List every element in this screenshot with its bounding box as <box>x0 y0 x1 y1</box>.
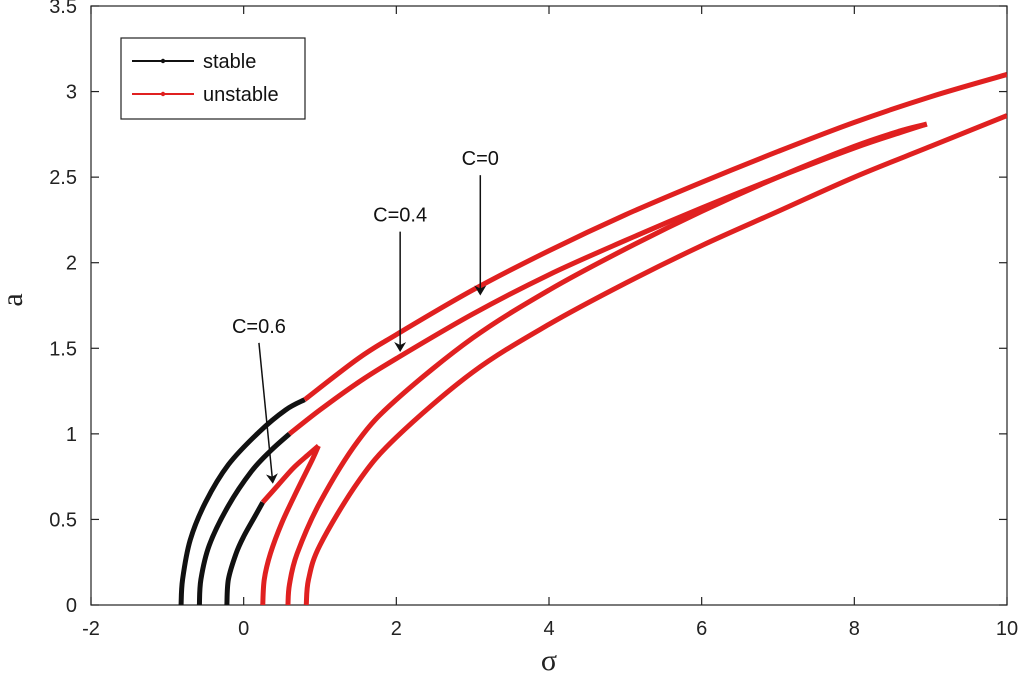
x-tick-label: 4 <box>543 618 554 640</box>
legend-unstable-label: unstable <box>203 84 279 106</box>
x-tick-label: 8 <box>849 618 860 640</box>
annotation-arrow-c-0-6 <box>258 342 278 484</box>
annotation-label-c-0-4: C=0.4 <box>373 205 427 227</box>
series-c-0-lower-branch-unstable <box>303 113 1007 605</box>
series-c-0-6-upper-branch-stable <box>224 501 265 605</box>
y-tick-label: 0 <box>66 595 77 617</box>
y-tick-label: 2.5 <box>49 167 77 189</box>
y-tick-label: 2 <box>66 253 77 275</box>
legend-unstable-marker <box>160 91 166 97</box>
x-tick-label: -2 <box>82 618 100 640</box>
series-c-0-6-upper-branch-unstable <box>260 443 321 504</box>
y-tick-label: 0.5 <box>49 509 77 531</box>
series-c-0-6-lower-branch-unstable <box>260 444 321 605</box>
legend-stable-label: stable <box>203 51 256 73</box>
y-tick-label: 1 <box>66 424 77 446</box>
x-axis-label: σ <box>541 644 557 675</box>
series-c-0-4-upper-branch-unstable <box>287 121 928 436</box>
series-c-0-4-lower-branch-unstable <box>285 121 928 605</box>
y-tick-label: 3.5 <box>49 0 77 18</box>
series-c-0-upper-branch-stable <box>178 397 306 605</box>
legend-box <box>120 37 306 120</box>
x-tick-label: 2 <box>391 618 402 640</box>
legend-stable-marker <box>160 58 166 64</box>
series-c-0-4-upper-branch-stable <box>196 431 292 605</box>
annotation-label-c-0: C=0 <box>462 148 499 170</box>
series-c-0-upper-branch-unstable <box>303 72 1007 402</box>
y-tick-label: 3 <box>66 82 77 104</box>
y-axis-label: a <box>0 293 29 306</box>
x-tick-label: 10 <box>996 618 1018 640</box>
x-tick-label: 0 <box>238 618 249 640</box>
annotation-label-c-0-6: C=0.6 <box>232 316 286 338</box>
legend: stable unstable <box>120 37 306 120</box>
x-tick-label: 6 <box>696 618 707 640</box>
y-tick-label: 1.5 <box>49 338 77 360</box>
